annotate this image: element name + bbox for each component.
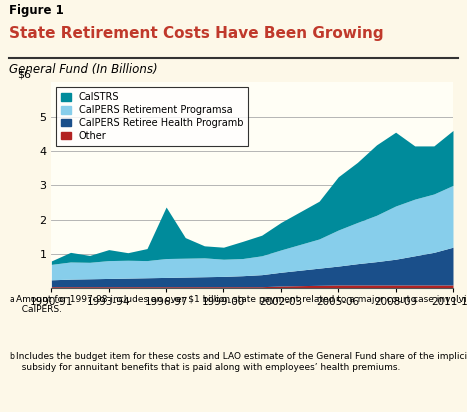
Text: Includes the budget item for these costs and LAO estimate of the General Fund sh: Includes the budget item for these costs… [16,352,467,372]
Text: Amount for 1997-98 includes an over $1 billion state payment related to a major : Amount for 1997-98 includes an over $1 b… [16,295,467,314]
Text: State Retirement Costs Have Been Growing: State Retirement Costs Have Been Growing [9,26,384,41]
Text: General Fund (In Billions): General Fund (In Billions) [9,63,158,77]
Text: a: a [9,295,14,304]
Text: b: b [9,352,14,361]
Legend: CalSTRS, CalPERS Retirement Programsa, CalPERS Retiree Health Programb, Other: CalSTRS, CalPERS Retirement Programsa, C… [56,87,248,146]
Text: $6: $6 [17,69,31,80]
Text: Figure 1: Figure 1 [9,4,64,17]
